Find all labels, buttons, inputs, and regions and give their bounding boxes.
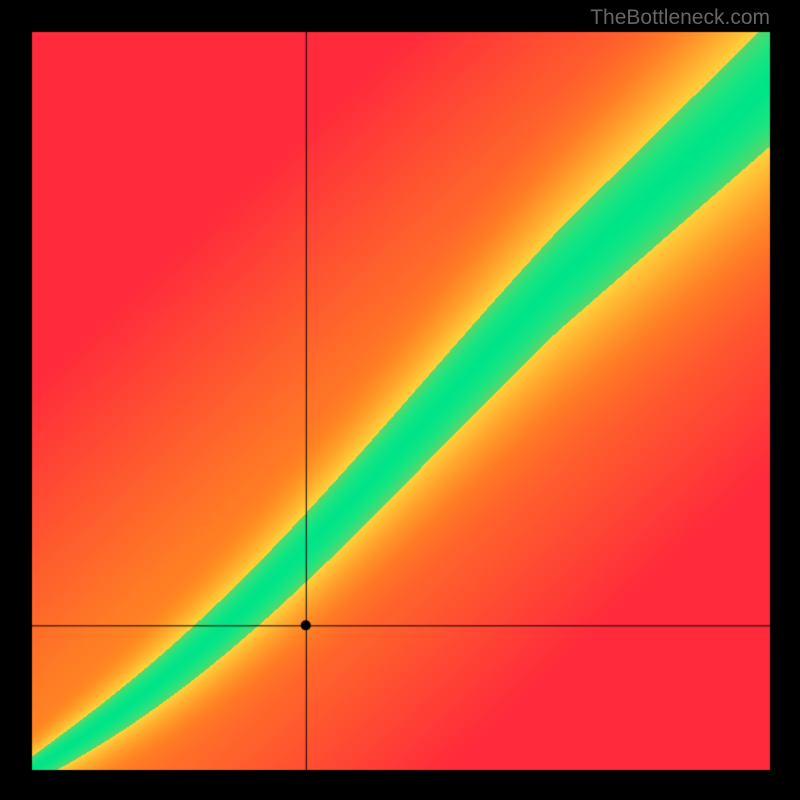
watermark-text: TheBottleneck.com	[590, 6, 770, 30]
bottleneck-heatmap	[0, 0, 800, 800]
